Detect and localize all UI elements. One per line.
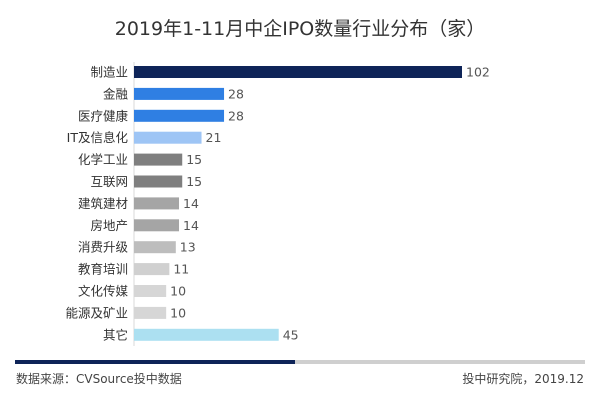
bar xyxy=(134,328,279,341)
data-label: 10 xyxy=(170,284,186,299)
source-note: 数据来源：CVSource投中数据 xyxy=(16,372,182,386)
data-label: 21 xyxy=(206,130,222,145)
data-label: 15 xyxy=(186,174,202,189)
bar xyxy=(134,153,183,166)
bar xyxy=(134,66,462,78)
data-label: 102 xyxy=(466,65,490,80)
bar xyxy=(134,109,225,122)
category-label: 教育培训 xyxy=(78,262,128,277)
bar xyxy=(134,175,183,188)
category-label: 金融 xyxy=(103,86,129,101)
data-label: 15 xyxy=(186,152,202,167)
bar xyxy=(134,241,176,254)
category-label: IT及信息化 xyxy=(67,130,129,145)
footer-rule-accent xyxy=(15,360,295,364)
bar xyxy=(134,87,225,100)
category-label: 消费升级 xyxy=(78,240,129,255)
category-label: 建筑建材 xyxy=(78,196,128,211)
category-label: 其它 xyxy=(103,327,128,342)
data-label: 28 xyxy=(228,86,244,101)
bar xyxy=(134,285,167,297)
data-label: 11 xyxy=(173,262,189,277)
category-label: 制造业 xyxy=(90,65,128,80)
data-label: 14 xyxy=(183,196,199,211)
data-label: 45 xyxy=(283,327,299,342)
chart-title: 2019年1-11月中企IPO数量行业分布（家） xyxy=(114,18,486,40)
bar xyxy=(134,263,170,276)
bar xyxy=(134,197,180,210)
bar xyxy=(134,306,167,319)
category-label: 文化传媒 xyxy=(78,284,129,299)
category-label: 医疗健康 xyxy=(78,108,129,123)
data-label: 13 xyxy=(180,240,196,255)
category-label: 化学工业 xyxy=(78,152,128,167)
bar xyxy=(134,131,202,144)
category-label: 互联网 xyxy=(90,174,128,189)
data-label: 28 xyxy=(228,108,244,123)
bar xyxy=(134,219,180,232)
credit-note: 投中研究院，2019.12 xyxy=(462,372,584,386)
category-label: 房地产 xyxy=(90,218,128,233)
footer-rule xyxy=(295,360,585,364)
category-label: 能源及矿业 xyxy=(65,305,128,320)
data-label: 14 xyxy=(183,218,199,233)
data-label: 10 xyxy=(170,305,186,320)
